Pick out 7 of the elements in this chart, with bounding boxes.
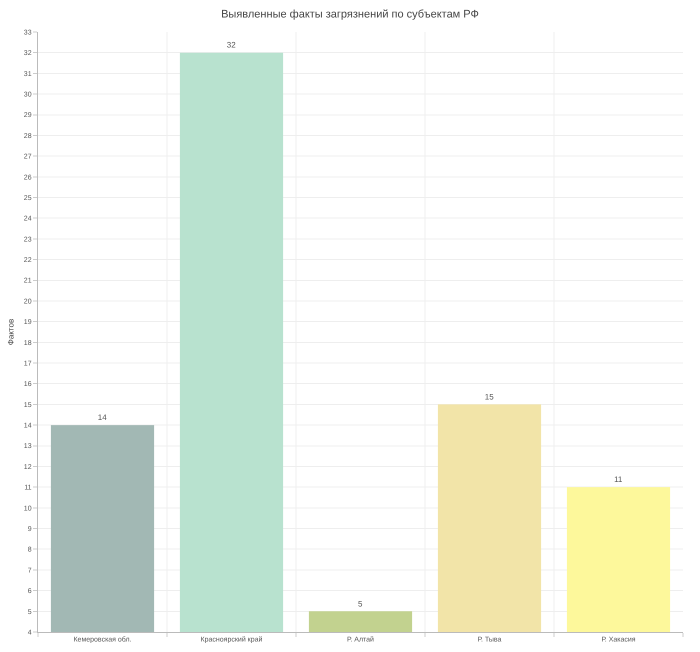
y-axis-title: Фактов [6, 318, 16, 346]
data-label: 11 [614, 475, 623, 484]
chart-title: Выявленные факты загрязнений по субъектам РФ [221, 8, 479, 20]
data-label: 32 [226, 40, 236, 50]
data-label: 14 [98, 413, 108, 422]
data-label: 15 [484, 392, 494, 402]
data-label: 5 [358, 599, 363, 608]
